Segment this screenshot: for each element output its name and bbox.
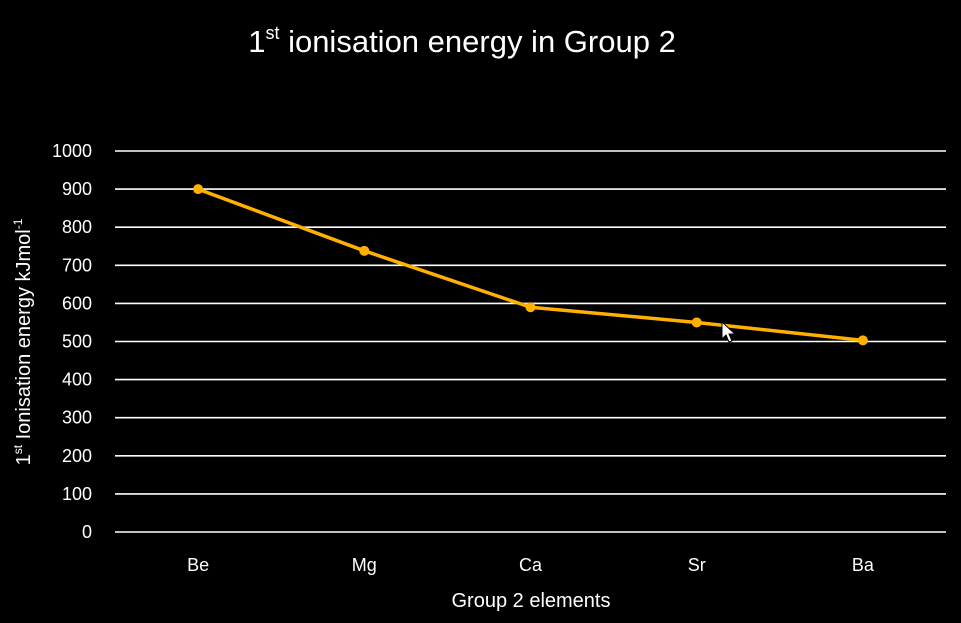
y-tick-label: 200 bbox=[62, 446, 92, 466]
x-axis-label: Group 2 elements bbox=[452, 590, 611, 612]
y-tick-label: 100 bbox=[62, 484, 92, 504]
gridlines bbox=[115, 150, 946, 533]
y-tick-label: 800 bbox=[62, 217, 92, 237]
y-tick-label: 400 bbox=[62, 370, 92, 390]
y-axis-label-rest: Ionisation energy kJmol bbox=[13, 229, 35, 445]
y-axis-tick-labels: 0 100 200 300 400 500 600 700 800 900 1000 bbox=[52, 141, 92, 542]
chart-title-superscript: st bbox=[265, 23, 279, 43]
data-point-ba bbox=[857, 335, 868, 346]
chart-title-rest: ionisation energy in Group 2 bbox=[279, 24, 675, 59]
data-point-be bbox=[193, 184, 204, 195]
y-axis-label: 1st Ionisation energy kJmol-1 bbox=[11, 218, 35, 465]
y-axis-label-unit-superscript: -1 bbox=[11, 218, 25, 229]
x-axis-tick-labels: Be Mg Ca Sr Ba bbox=[187, 555, 875, 575]
y-tick-label: 600 bbox=[62, 293, 92, 313]
y-tick-label: 900 bbox=[62, 179, 92, 199]
y-axis-label-superscript: st bbox=[11, 444, 25, 454]
chart-title-main: 1 bbox=[248, 24, 265, 59]
data-point-mg bbox=[359, 245, 370, 256]
y-tick-label: 500 bbox=[62, 332, 92, 352]
x-tick-label: Mg bbox=[352, 555, 377, 575]
chart-title: 1st ionisation energy in Group 2 bbox=[248, 23, 676, 59]
y-axis-label-main: 1 bbox=[13, 454, 35, 465]
y-tick-label: 0 bbox=[82, 522, 92, 542]
y-tick-label: 300 bbox=[62, 408, 92, 428]
x-tick-label: Sr bbox=[688, 555, 706, 575]
data-series bbox=[193, 184, 868, 346]
mouse-cursor-icon bbox=[721, 320, 737, 343]
x-tick-label: Ba bbox=[852, 555, 875, 575]
y-tick-label: 700 bbox=[62, 255, 92, 275]
data-point-ca bbox=[525, 302, 536, 313]
y-tick-label: 1000 bbox=[52, 141, 92, 161]
x-tick-label: Ca bbox=[519, 555, 543, 575]
x-tick-label: Be bbox=[187, 555, 209, 575]
data-point-sr bbox=[691, 317, 702, 328]
